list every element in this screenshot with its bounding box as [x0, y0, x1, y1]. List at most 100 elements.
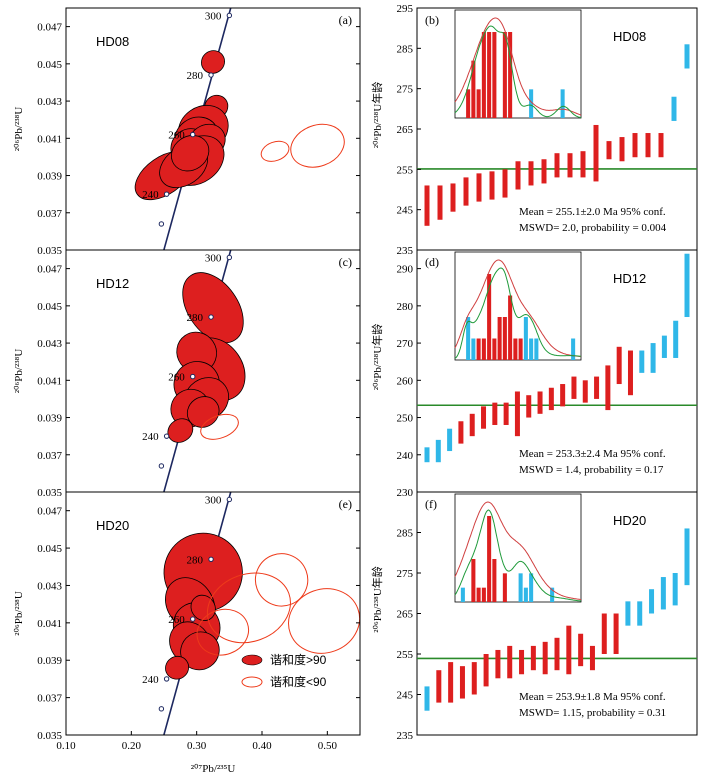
histogram-bar [497, 317, 502, 360]
y-tick-label: 0.047 [37, 22, 62, 34]
discordant-ellipse [196, 608, 250, 656]
y-tick-label: 255 [397, 164, 414, 176]
histogram-bar [466, 89, 471, 118]
y-tick-label: 0.039 [37, 171, 62, 183]
histogram-bar [476, 89, 481, 118]
y-tick-label: 0.041 [37, 618, 62, 630]
age-bar [567, 153, 573, 178]
y-axis-label: ²⁰⁶Pb/²³⁸U年龄 [370, 82, 384, 149]
legend-discordant-label: 谐和度<90 [270, 674, 327, 689]
histogram-bar [476, 338, 481, 360]
histogram-bar [481, 32, 486, 118]
age-bar [481, 406, 487, 429]
histogram-bar [476, 587, 481, 602]
kde-curve-green [454, 25, 582, 119]
sample-label: HD12 [613, 271, 646, 286]
age-bar [437, 185, 443, 220]
age-bar [645, 133, 651, 158]
age-bar [684, 44, 690, 69]
age-panel-hd12: 230 240 250 260 270 280 290 (d) HD12 Mean = 253.3… [370, 249, 698, 499]
y-tick-label: 285 [397, 43, 414, 55]
age-marker-label: 240 [142, 189, 159, 201]
y-tick-label: 245 [397, 205, 414, 217]
y-tick-label: 285 [397, 528, 414, 540]
age-bar [469, 413, 475, 437]
y-tick-label: 0.035 [37, 487, 62, 499]
histogram-bar [502, 317, 507, 360]
histogram-bar [492, 338, 497, 360]
legend-concordant-label: 谐和度>90 [270, 652, 327, 667]
age-bar [673, 320, 679, 358]
y-tick-label: 0.035 [37, 245, 62, 257]
age-marker-label: 300 [205, 10, 222, 22]
concordia-panel-hd20: 240 260 280 300 0.035 0.037 0.039 0.041 0.043 0.0… [13, 491, 361, 742]
inset-frame [454, 9, 582, 119]
histogram-bar [471, 60, 476, 118]
age-bar [526, 395, 532, 418]
age-bar [639, 350, 645, 373]
y-tick-label: 0.039 [37, 655, 62, 667]
age-bar [503, 402, 509, 425]
histogram-bar [523, 317, 528, 360]
age-bar [582, 380, 588, 403]
stat-mean: Mean = 253.9±1.8 Ma 95% conf. [519, 691, 666, 703]
age-bar [671, 96, 677, 121]
y-tick-label: 280 [397, 301, 414, 313]
x-tick-label: 0.30 [187, 740, 207, 752]
age-marker-label: 300 [205, 494, 222, 506]
age-bar [435, 439, 441, 463]
concordant-ellipse [182, 272, 244, 344]
age-bar [489, 171, 495, 200]
age-marker [226, 496, 233, 503]
age-bar [616, 346, 622, 385]
kde-curve-red [454, 501, 582, 600]
age-bar [658, 133, 664, 158]
age-marker [226, 254, 233, 261]
y-tick-label: 0.037 [37, 208, 62, 220]
histogram-bar [513, 338, 518, 360]
age-bar [519, 649, 525, 675]
x-tick-label: 0.20 [122, 740, 142, 752]
histogram-bar [487, 274, 492, 360]
y-tick-label: 255 [397, 649, 414, 661]
plot-area: 240 260 280 300 [142, 250, 246, 492]
concordant-ellipse [171, 135, 210, 172]
y-tick-label: 235 [397, 730, 414, 742]
age-bar [495, 649, 501, 679]
sample-label: HD20 [613, 513, 646, 528]
age-bar [571, 376, 577, 399]
age-bar [661, 335, 667, 358]
y-tick-label: 265 [397, 609, 414, 621]
stat-mswd: MSWD= 1.15, probability = 0.31 [519, 707, 666, 719]
age-bar [627, 350, 633, 396]
discordant-ellipse [290, 123, 345, 168]
y-tick-label: 0.043 [37, 338, 62, 350]
y-axis-label: ²⁰⁶Pb/²³⁸U [13, 349, 25, 394]
age-marker [158, 463, 165, 469]
panel-label: (a) [339, 13, 352, 27]
age-bar [589, 645, 595, 671]
histogram-bar [471, 338, 476, 360]
age-bar [613, 613, 619, 654]
histogram-bar [492, 32, 497, 118]
discordant-ellipse [260, 140, 290, 162]
age-bar [476, 173, 482, 202]
histogram-bar [529, 338, 534, 360]
discordant-ellipse [254, 553, 309, 607]
histogram-bar [481, 587, 486, 602]
age-marker [163, 433, 170, 439]
age-bar [492, 402, 498, 425]
panel-label: (c) [339, 255, 352, 269]
kde-curve-green [454, 509, 582, 602]
histogram-bar [466, 317, 471, 360]
y-axis-label: ²⁰⁶Pb/²³⁸U [13, 107, 25, 152]
age-bar [436, 670, 442, 703]
age-marker-label: 260 [168, 614, 185, 626]
probability-inset [454, 493, 582, 603]
age-bar [606, 141, 612, 160]
y-tick-label: 0.039 [37, 413, 62, 425]
concordant-ellipse [167, 418, 194, 443]
age-bar [593, 124, 599, 182]
age-marker-label: 300 [205, 252, 222, 264]
y-tick-label: 0.045 [37, 543, 62, 555]
